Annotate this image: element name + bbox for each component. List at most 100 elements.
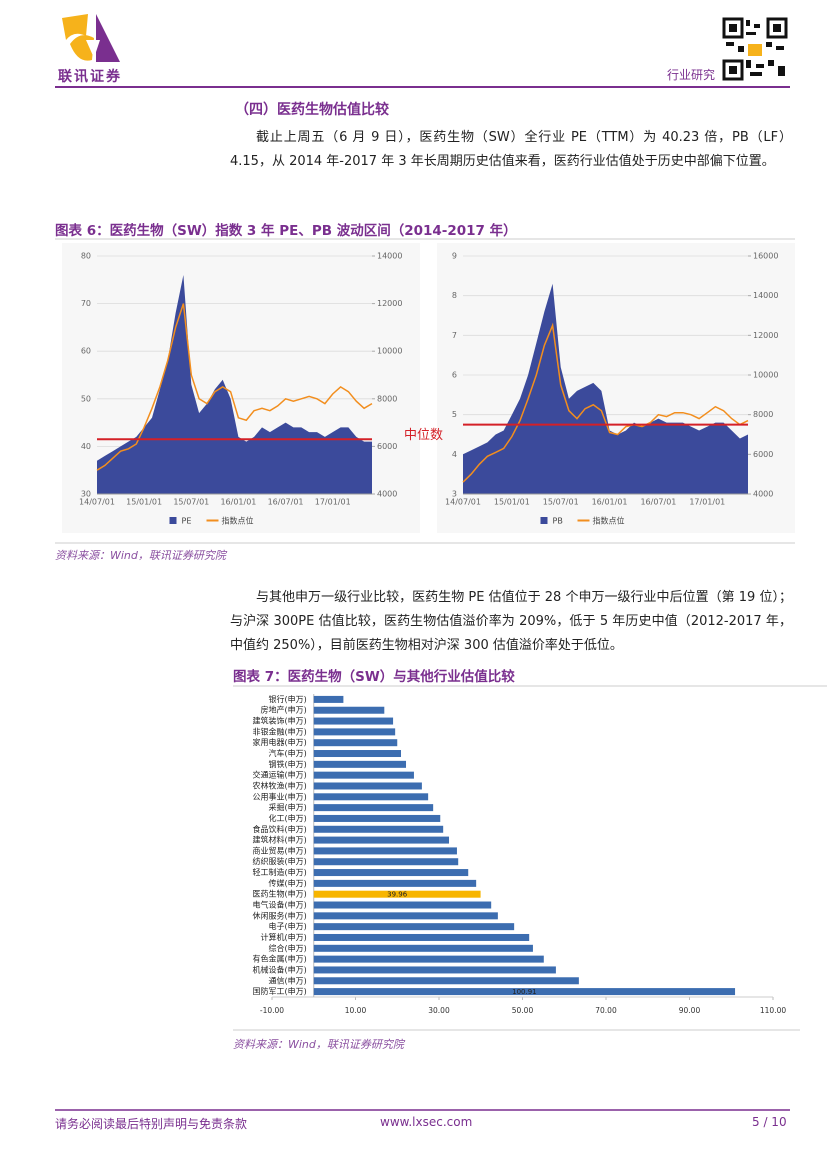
footer-url: www.lxsec.com <box>380 1115 473 1129</box>
bar <box>313 825 444 833</box>
category-label: 建筑装饰(申万) <box>253 716 307 726</box>
bar <box>313 912 498 920</box>
legend-label: 指数点位 <box>222 516 254 526</box>
bar <box>313 966 556 974</box>
y2-tick-label: 12000 <box>377 299 402 308</box>
bar <box>313 879 477 887</box>
x-tick-label: 50.00 <box>512 1006 534 1015</box>
x-tick-label: 15/07/01 <box>543 498 579 507</box>
category-label: 家用电器(申万) <box>253 737 307 747</box>
y2-tick-label: 12000 <box>753 331 778 340</box>
pe-area <box>463 283 748 494</box>
section-label: 行业研究 <box>667 68 716 82</box>
bar <box>313 814 441 822</box>
company-name: 联讯证券 <box>58 69 122 85</box>
y2-tick-label: 8000 <box>377 394 397 403</box>
y-tick-label: 6 <box>452 371 457 380</box>
x-tick-label: 10.00 <box>345 1006 367 1015</box>
y-tick-label: 4 <box>452 450 457 459</box>
bar <box>313 760 407 768</box>
y2-tick-label: 6000 <box>753 450 773 459</box>
index-line <box>462 322 749 483</box>
y-tick-label: 3 <box>452 490 457 499</box>
bar <box>313 695 344 703</box>
figure-source: 资料来源：Wind，联讯证券研究院 <box>55 549 226 562</box>
category-label: 传媒(申万) <box>269 878 307 888</box>
y2-tick-label: 4000 <box>753 490 773 499</box>
bar <box>313 728 396 736</box>
qr-code <box>722 17 788 81</box>
y2-tick-label: 10000 <box>753 371 778 380</box>
bar <box>313 717 394 725</box>
y-tick-label: 5 <box>452 410 457 419</box>
category-label: 交通运输(申万) <box>253 770 307 780</box>
footer-disclaimer: 请务必阅读最后特别声明与免责条款 <box>55 1117 248 1131</box>
category-label: 综合(申万) <box>269 943 307 953</box>
y-tick-label: 60 <box>81 347 91 356</box>
x-tick-label: 16/01/01 <box>592 498 628 507</box>
legend-label: PB <box>553 517 563 526</box>
bar <box>313 901 492 909</box>
y-tick-label: 30 <box>81 490 91 499</box>
bar <box>313 944 533 952</box>
bar <box>313 869 469 877</box>
paragraph: 与其他申万一级行业比较，医药生物 PE 估值位于 28 个申万一级行业中后位置（… <box>230 590 792 653</box>
category-label: 医药生物(申万) <box>253 889 307 899</box>
x-tick-label: 14/07/01 <box>79 498 115 507</box>
bar <box>313 890 481 898</box>
x-tick-label: 70.00 <box>595 1006 617 1015</box>
bar <box>313 793 429 801</box>
x-tick-label: 16/01/01 <box>220 498 256 507</box>
x-tick-label: 16/07/01 <box>268 498 304 507</box>
paragraph: 截止上周五（6 月 9 日），医药生物（SW）全行业 PE（TTM）为 40.2… <box>230 130 792 169</box>
y-tick-label: 80 <box>81 252 91 261</box>
bar <box>313 933 530 941</box>
y2-tick-label: 16000 <box>753 252 778 261</box>
figure-caption: 图表 6：医药生物（SW）指数 3 年 PE、PB 波动区间（2014-2017… <box>55 223 517 239</box>
category-label: 房地产(申万) <box>261 705 307 715</box>
y2-tick-label: 6000 <box>377 442 397 451</box>
x-tick-label: 14/07/01 <box>445 498 481 507</box>
x-tick-label: 30.00 <box>428 1006 450 1015</box>
category-label: 公用事业(申万) <box>253 791 307 801</box>
x-tick-label: 90.00 <box>679 1006 701 1015</box>
legend-label: 指数点位 <box>593 516 625 526</box>
x-tick-label: 15/07/01 <box>173 498 209 507</box>
bar <box>313 739 398 747</box>
legend-swatch <box>540 517 548 524</box>
y2-tick-label: 14000 <box>377 252 402 261</box>
legend-swatch <box>169 517 177 524</box>
bar <box>313 782 422 790</box>
x-tick-label: 110.00 <box>760 1006 786 1015</box>
y-tick-label: 7 <box>452 331 457 340</box>
y2-tick-label: 10000 <box>377 347 402 356</box>
y-tick-label: 9 <box>452 252 457 261</box>
x-tick-label: 16/07/01 <box>640 498 676 507</box>
y-tick-label: 8 <box>452 291 457 300</box>
bar <box>313 706 385 714</box>
section-title: （四）医药生物估值比较 <box>235 102 389 118</box>
category-label: 汽车(申万) <box>269 748 307 758</box>
legend-label: PE <box>182 517 192 526</box>
bar <box>313 923 515 931</box>
index-line <box>96 303 373 471</box>
category-label: 通信(申万) <box>269 975 307 985</box>
category-label: 机械设备(申万) <box>253 964 307 974</box>
y-tick-label: 70 <box>81 299 91 308</box>
category-label: 化工(申万) <box>269 813 307 823</box>
category-label: 非银金融(申万) <box>253 726 307 736</box>
category-label: 计算机(申万) <box>261 932 307 942</box>
figure-caption: 图表 7：医药生物（SW）与其他行业估值比较 <box>233 669 515 685</box>
bar <box>313 977 579 985</box>
category-label: 电气设备(申万) <box>253 900 307 910</box>
category-label: 采掘(申万) <box>269 802 307 812</box>
category-label: 轻工制造(申万) <box>253 867 307 877</box>
category-label: 银行(申万) <box>269 694 307 704</box>
category-label: 农林牧渔(申万) <box>253 780 307 790</box>
category-label: 钢铁(申万) <box>269 759 307 769</box>
figure-source: 资料来源：Wind，联讯证券研究院 <box>233 1038 404 1051</box>
y-tick-label: 40 <box>81 442 91 451</box>
logo <box>62 14 120 62</box>
